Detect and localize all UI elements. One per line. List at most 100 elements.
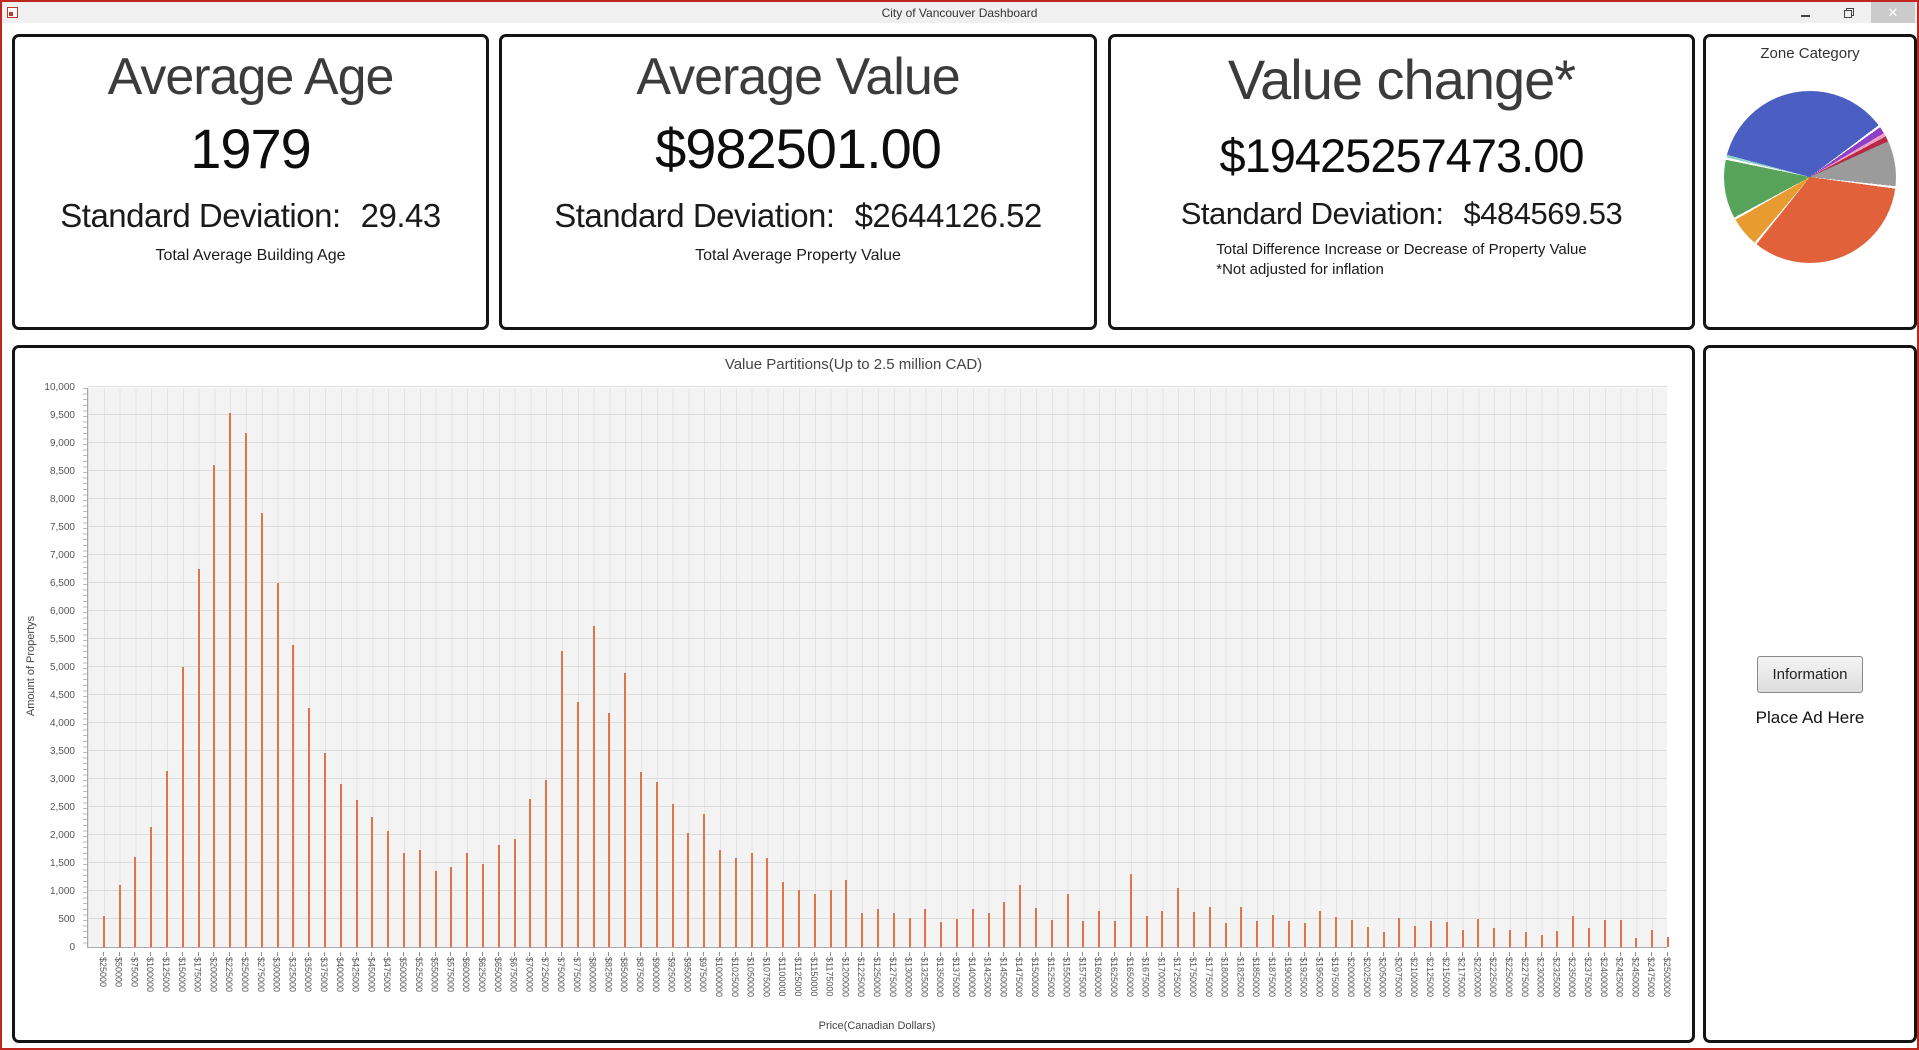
bar xyxy=(1272,914,1274,947)
x-tick-mark xyxy=(371,952,373,956)
x-tick-mark xyxy=(434,952,436,956)
gridline xyxy=(88,582,1667,583)
bar xyxy=(703,813,706,947)
x-tick-mark xyxy=(987,952,989,956)
bar xyxy=(576,701,579,947)
bar xyxy=(1461,930,1464,947)
x-tick-label: $2400000 xyxy=(1598,957,1609,998)
bar xyxy=(608,713,611,947)
value-partitions-panel: Value Partitions(Up to 2.5 million CAD) … xyxy=(12,345,1695,1043)
x-tick-label: $1250000 xyxy=(872,957,882,998)
bar xyxy=(640,772,642,947)
x-tick-mark xyxy=(1414,952,1416,956)
bar xyxy=(1619,919,1622,947)
x-tick-label: $975000 xyxy=(698,957,709,993)
card-title: Average Value xyxy=(636,48,960,106)
bar xyxy=(671,803,674,947)
x-tick-mark xyxy=(1430,952,1431,956)
x-tick-label: $1725000 xyxy=(1172,957,1183,998)
x-tick-mark xyxy=(608,952,610,956)
x-tick-label: $600000 xyxy=(461,957,472,993)
x-tick-label: $275000 xyxy=(255,957,266,993)
x-tick-label: $1125000 xyxy=(793,957,803,997)
x-tick-label: $2200000 xyxy=(1472,957,1483,998)
x-tick-label: $1200000 xyxy=(840,957,851,998)
gridline xyxy=(88,722,1667,723)
x-tick-mark xyxy=(245,952,246,956)
x-tick-label: $250000 xyxy=(240,957,250,993)
x-tick-label: $550000 xyxy=(429,957,440,993)
zone-category-title: Zone Category xyxy=(1760,45,1860,62)
x-tick-label: $1150000 xyxy=(808,957,819,997)
bar xyxy=(387,831,390,947)
card-caption-line1: Total Difference Increase or Decrease of… xyxy=(1216,240,1587,258)
bar xyxy=(545,780,548,947)
card-caption-line2: *Not adjusted for inflation xyxy=(1216,261,1384,279)
y-tick-label: 5,000 xyxy=(49,662,75,673)
x-tick-mark xyxy=(1398,952,1400,956)
minimize-button[interactable] xyxy=(1783,2,1827,23)
card-value: $19425257473.00 xyxy=(1219,128,1584,182)
x-tick-label: $800000 xyxy=(587,957,598,993)
x-tick-label: $1475000 xyxy=(1014,957,1025,998)
bar xyxy=(1224,922,1227,947)
card-value: 1979 xyxy=(190,117,312,181)
bar xyxy=(371,817,374,947)
x-tick-label: $350000 xyxy=(303,957,314,993)
x-tick-label: $100000 xyxy=(145,957,156,993)
x-tick-mark xyxy=(813,952,815,956)
x-tick-mark xyxy=(1540,952,1542,956)
bar xyxy=(1524,931,1527,947)
x-tick-mark xyxy=(1588,952,1589,956)
x-tick-mark xyxy=(703,952,705,956)
y-tick-label: 1,000 xyxy=(49,886,75,897)
x-tick-mark xyxy=(1651,952,1653,956)
bar xyxy=(1509,929,1511,947)
information-button[interactable]: Information xyxy=(1757,656,1863,693)
x-tick-label: $1550000 xyxy=(1061,957,1072,998)
restore-button[interactable] xyxy=(1827,2,1871,23)
gridline xyxy=(88,498,1667,499)
x-tick-mark xyxy=(150,952,152,956)
bar xyxy=(1161,910,1164,947)
x-tick-label: $750000 xyxy=(556,957,566,993)
y-tick-label: 500 xyxy=(58,914,75,925)
x-tick-label: $1925000 xyxy=(1298,957,1309,998)
x-axis-tick-labels: $25000 $50000 $75000 $100000 $125000 $150000 $… xyxy=(87,952,1672,1018)
card-caption: Total Average Property Value xyxy=(695,246,901,264)
x-tick-mark xyxy=(387,952,389,956)
y-tick-label: 6,500 xyxy=(49,578,75,589)
x-tick-mark xyxy=(324,952,325,956)
bar xyxy=(1366,926,1369,947)
bar xyxy=(292,644,295,947)
x-tick-mark xyxy=(1256,952,1258,956)
bar xyxy=(1003,901,1006,947)
x-tick-mark xyxy=(687,952,689,956)
bar xyxy=(245,433,247,947)
x-tick-mark xyxy=(1240,952,1242,956)
bar xyxy=(1572,915,1575,947)
bar xyxy=(482,863,484,947)
bar xyxy=(1145,915,1148,947)
y-tick-label: 8,500 xyxy=(49,466,75,477)
x-tick-mark xyxy=(1524,952,1526,956)
gridline xyxy=(88,806,1667,807)
x-tick-mark xyxy=(766,952,768,956)
x-tick-label: $900000 xyxy=(650,957,661,993)
x-tick-mark xyxy=(1319,952,1321,956)
bar xyxy=(134,857,137,947)
x-tick-mark xyxy=(166,952,167,956)
close-button[interactable]: ✕ xyxy=(1871,2,1915,23)
x-tick-mark xyxy=(1272,952,1273,956)
y-tick-label: 7,000 xyxy=(49,550,75,561)
y-tick-label: 9,500 xyxy=(49,410,75,421)
x-tick-label: $1450000 xyxy=(998,957,1009,998)
x-tick-label: $1000000 xyxy=(714,957,724,998)
x-tick-mark xyxy=(1556,952,1558,956)
x-tick-label: $1600000 xyxy=(1093,957,1104,998)
bar xyxy=(1082,920,1085,947)
std-deviation-label: Standard Deviation: xyxy=(60,196,341,234)
x-tick-label: $450000 xyxy=(366,957,377,993)
x-tick-label: $1675000 xyxy=(1140,957,1151,998)
